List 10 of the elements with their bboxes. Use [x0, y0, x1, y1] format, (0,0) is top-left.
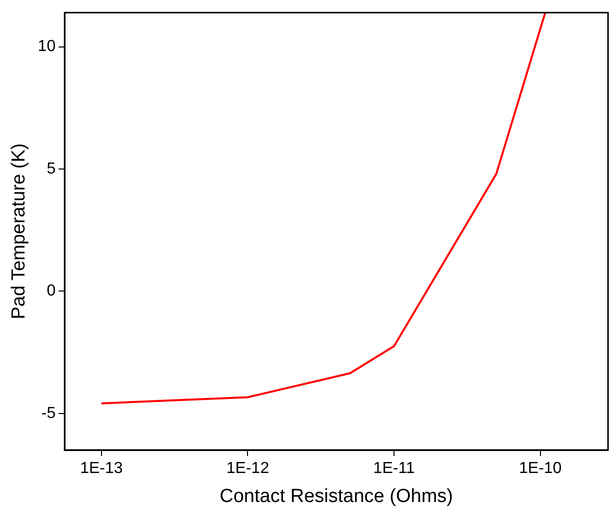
x-tick-label: 1E-10 — [519, 460, 562, 478]
y-tick-label: 5 — [46, 160, 56, 178]
x-axis-title: Contact Resistance (Ohms) — [220, 486, 453, 507]
x-tick-label: 1E-11 — [373, 460, 415, 478]
y-tick-label: 10 — [38, 38, 56, 56]
x-tick-label: 1E-12 — [226, 460, 270, 478]
y-tick-label: 0 — [46, 282, 56, 300]
y-tick-label: -5 — [41, 404, 56, 422]
x-tick-label: 1E-13 — [80, 460, 123, 478]
y-axis-title: Pad Temperature (K) — [8, 143, 30, 320]
